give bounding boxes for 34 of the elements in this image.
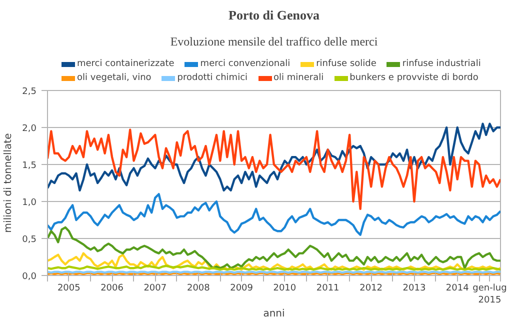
legend-label: rinfuse solide	[316, 59, 376, 69]
legend-label: prodotti chimici	[177, 73, 248, 83]
x-tick-label: 2010	[273, 284, 296, 294]
x-tick-label: 2012	[360, 284, 383, 294]
line-series	[48, 122, 500, 192]
x-axis-title: anni	[263, 308, 285, 320]
line-series	[48, 193, 500, 236]
legend-label: merci containerizzate	[77, 59, 174, 69]
y-tick-label: 1,5	[22, 161, 37, 171]
x-tick-label: 2006	[100, 284, 124, 294]
chart-subtitle: Evoluzione mensile del traffico delle merci	[170, 34, 378, 48]
line-series	[48, 226, 500, 270]
x-tick-label: 2013	[402, 284, 426, 294]
y-tick-label: 0,0	[22, 272, 37, 282]
legend-label: bunkers e provviste di bordo	[350, 73, 478, 83]
x-tick-label: 2011	[316, 284, 340, 294]
x-tick-label: gen-lug 2015	[472, 284, 507, 306]
legend-label: merci convenzionali	[200, 59, 290, 69]
x-tick-label: 2007	[144, 284, 167, 294]
line-series	[48, 252, 500, 271]
chart-title: Porto di Genova	[228, 8, 320, 22]
legend-label: oli minerali	[274, 73, 324, 83]
y-tick-label: 2,5	[22, 87, 37, 97]
y-tick-label: 2,0	[22, 124, 37, 134]
line-series	[48, 128, 500, 210]
y-axis-title: milioni di tonnellate	[3, 133, 14, 233]
x-tick-label: 2005	[57, 284, 80, 294]
x-tick-label: 2008	[186, 284, 210, 294]
x-tick-label: 2009	[230, 284, 254, 294]
y-tick-label: 0,5	[22, 235, 37, 245]
legend-label: oli vegetali, vino	[77, 73, 152, 83]
x-tick-label: 2014	[446, 284, 470, 294]
y-tick-label: 1,0	[22, 198, 37, 208]
legend-label: rinfuse industriali	[402, 59, 481, 69]
